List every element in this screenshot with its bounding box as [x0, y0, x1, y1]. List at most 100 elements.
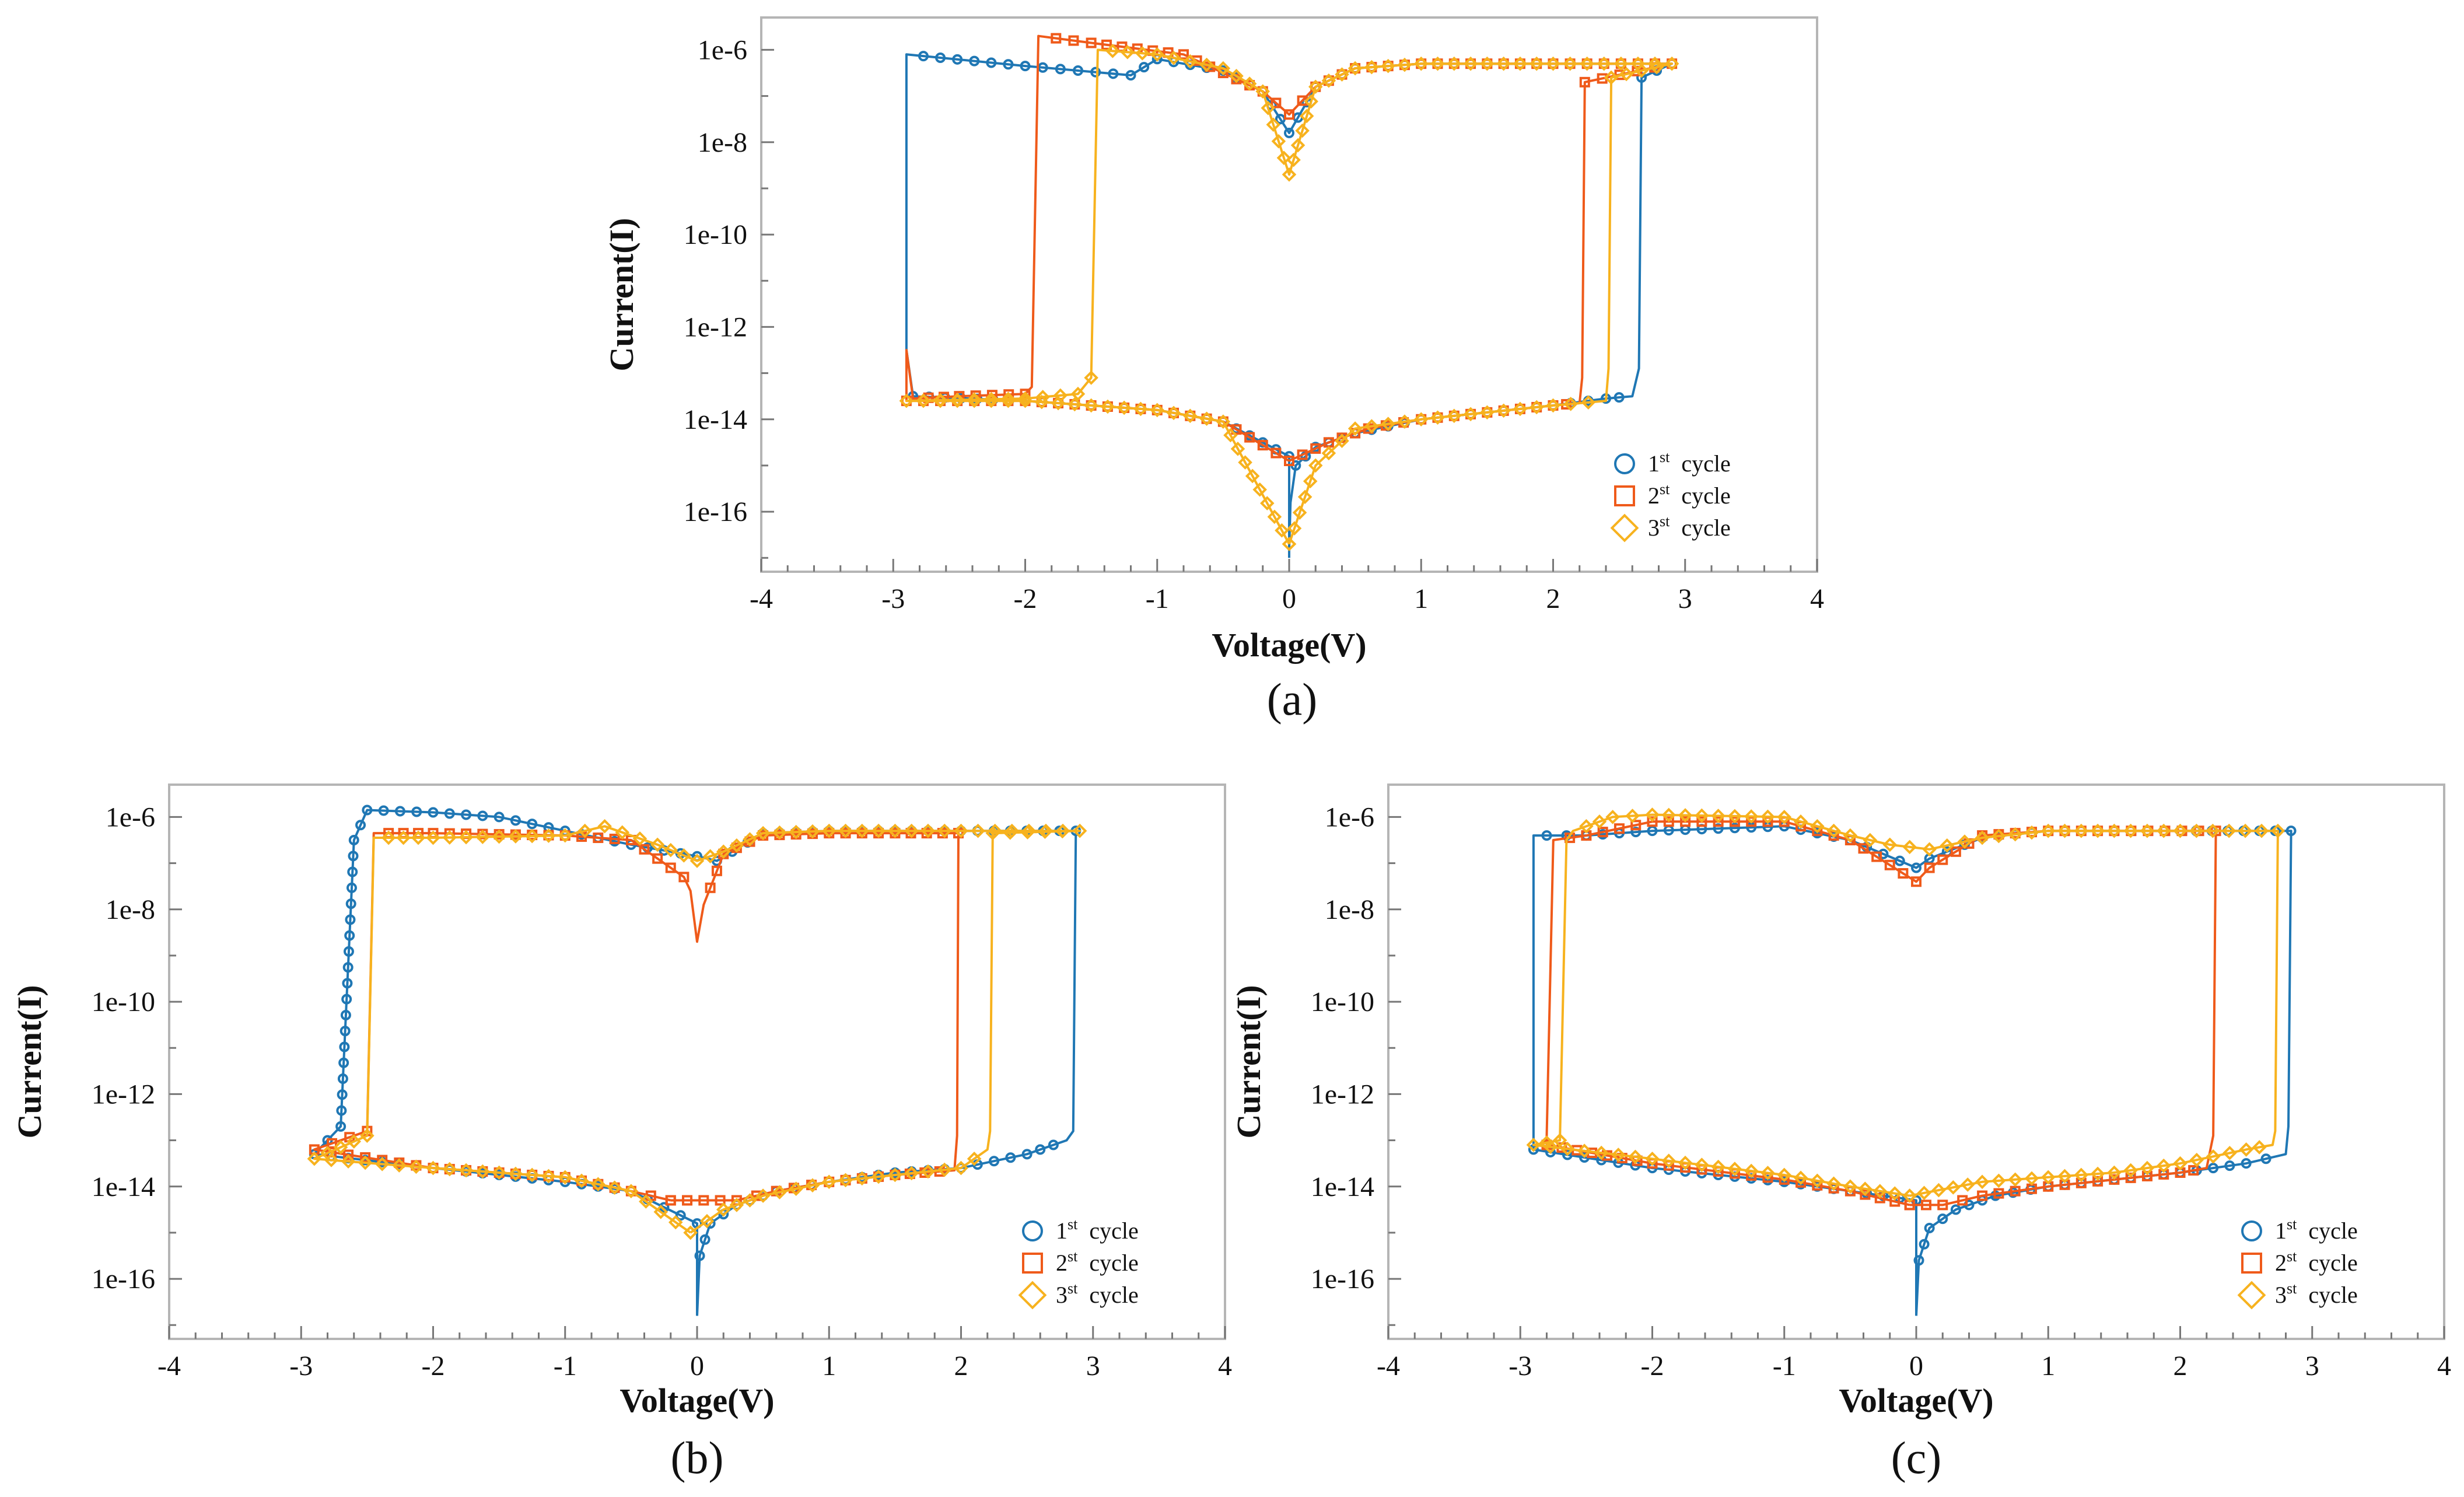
data-point-cycle-2 [1713, 816, 1724, 827]
data-point-cycle-2 [1191, 55, 1202, 66]
data-point-cycle-2 [1696, 816, 1707, 827]
y-tick-label: 1e-6 [106, 802, 155, 833]
data-point-cycle-3 [838, 1173, 853, 1188]
data-point-cycle-3 [2041, 1170, 2056, 1185]
data-point-cycle-3 [409, 1159, 424, 1174]
data-point-cycle-1 [338, 1057, 349, 1068]
y-axis-label: Current(I) [603, 218, 640, 371]
data-point-cycle-3 [1100, 399, 1115, 414]
data-point-cycle-1 [336, 1105, 347, 1116]
data-point-cycle-1 [510, 815, 521, 826]
data-point-cycle-3 [1843, 828, 1858, 843]
data-point-cycle-3 [1873, 1184, 1888, 1198]
data-point-cycle-3 [2057, 823, 2072, 838]
data-point-cycle-1 [1541, 830, 1552, 841]
data-point-cycle-3 [653, 1205, 668, 1219]
data-point-cycle-3 [699, 1213, 715, 1229]
data-point-cycle-3 [1619, 67, 1634, 82]
data-point-cycle-3 [2024, 825, 2039, 840]
data-point-cycle-2 [1310, 443, 1321, 454]
data-point-cycle-1 [1913, 1255, 1924, 1266]
data-point-cycle-2 [1178, 49, 1189, 60]
data-point-cycle-3 [1055, 823, 1070, 838]
data-point-cycle-2 [1270, 447, 1282, 459]
data-point-cycle-3 [1308, 79, 1323, 95]
data-point-cycle-2 [652, 853, 663, 864]
legend-label-cycle-1: 1st cycle [1648, 449, 1731, 477]
data-point-cycle-3 [333, 1140, 348, 1155]
data-point-cycle-1 [1108, 68, 1119, 79]
data-point-cycle-2 [1874, 1192, 1885, 1204]
data-point-cycle-3 [1922, 842, 1937, 857]
data-point-cycle-3 [1034, 394, 1049, 410]
data-point-cycle-1 [428, 807, 439, 818]
data-point-cycle-3 [2270, 823, 2286, 838]
data-point-cycle-3 [971, 823, 985, 838]
data-point-cycle-2 [1884, 859, 1895, 870]
data-point-cycle-3 [1664, 56, 1679, 71]
data-point-cycle-2 [1257, 440, 1268, 451]
data-point-cycle-1 [340, 1026, 351, 1037]
x-tick-label: -1 [554, 1351, 577, 1381]
x-tick-label: -2 [1641, 1351, 1664, 1381]
data-point-cycle-1 [1878, 848, 1889, 859]
data-point-cycle-1 [494, 812, 505, 823]
data-point-cycle-2 [1647, 816, 1658, 827]
data-point-cycle-3 [1960, 1177, 1975, 1192]
data-point-cycle-3 [1397, 57, 1412, 72]
data-point-cycle-1 [2224, 1160, 2235, 1171]
data-point-cycle-3 [2189, 1152, 2204, 1167]
legend-marker-cycle-2 [2241, 1253, 2262, 1274]
data-point-cycle-3 [2221, 823, 2236, 838]
x-tick-label: 4 [1810, 583, 1824, 614]
x-axis-label: Voltage(V) [1839, 1381, 1993, 1419]
x-tick-label: 4 [1218, 1351, 1232, 1381]
panel-caption: (b) [671, 1432, 724, 1483]
data-point-cycle-3 [1308, 458, 1323, 473]
data-point-cycle-3 [1282, 537, 1297, 551]
x-tick-label: 0 [1909, 1351, 1923, 1381]
data-point-cycle-3 [1051, 396, 1066, 411]
data-point-cycle-3 [821, 823, 836, 838]
data-point-cycle-3 [703, 849, 718, 863]
data-point-cycle-3 [1581, 395, 1596, 410]
data-point-cycle-3 [821, 1174, 836, 1190]
data-point-cycle-3 [1826, 1176, 1841, 1191]
legend-marker-cycle-2 [1614, 485, 1635, 506]
data-point-cycle-3 [1321, 446, 1336, 461]
data-point-cycle-3 [1678, 1155, 1693, 1170]
data-point-cycle-3 [591, 1177, 606, 1192]
data-point-cycle-3 [1267, 509, 1282, 524]
y-tick-label: 1e-14 [684, 404, 747, 435]
data-point-cycle-3 [1282, 167, 1297, 182]
panel-caption: (c) [1891, 1432, 1942, 1483]
data-point-cycle-1 [1562, 1149, 1573, 1160]
data-point-cycle-3 [743, 1193, 757, 1208]
data-point-cycle-3 [1529, 400, 1544, 415]
data-point-cycle-1 [348, 851, 359, 862]
data-point-cycle-3 [558, 828, 573, 843]
data-point-cycle-3 [1005, 823, 1020, 838]
legend: 1st cycle 2st cycle 3st cycle [1018, 1216, 1139, 1310]
legend-marker-cycle-3 [2237, 1281, 2266, 1310]
data-point-cycle-3 [1592, 814, 1607, 829]
data-point-cycle-1 [2208, 1163, 2219, 1174]
x-tick-label: 0 [1282, 583, 1296, 614]
data-point-cycle-3 [1496, 56, 1511, 71]
data-point-cycle-3 [1496, 403, 1511, 418]
y-tick-label: 1e-12 [1311, 1079, 1374, 1110]
data-point-cycle-3 [1744, 809, 1759, 824]
data-point-cycle-3 [1245, 468, 1260, 484]
data-point-cycle-3 [1463, 56, 1478, 71]
data-point-cycle-3 [396, 830, 411, 845]
data-point-cycle-3 [1252, 482, 1268, 497]
data-point-cycle-3 [1563, 56, 1577, 71]
data-point-cycle-3 [1116, 400, 1132, 415]
data-point-cycle-3 [1628, 1149, 1643, 1164]
data-point-cycle-2 [1270, 97, 1282, 109]
data-point-cycle-3 [2238, 823, 2253, 838]
data-point-cycle-3 [1645, 1151, 1660, 1166]
data-point-cycle-3 [1266, 117, 1281, 132]
data-point-cycle-2 [715, 1195, 726, 1206]
data-point-cycle-3 [1647, 56, 1662, 71]
